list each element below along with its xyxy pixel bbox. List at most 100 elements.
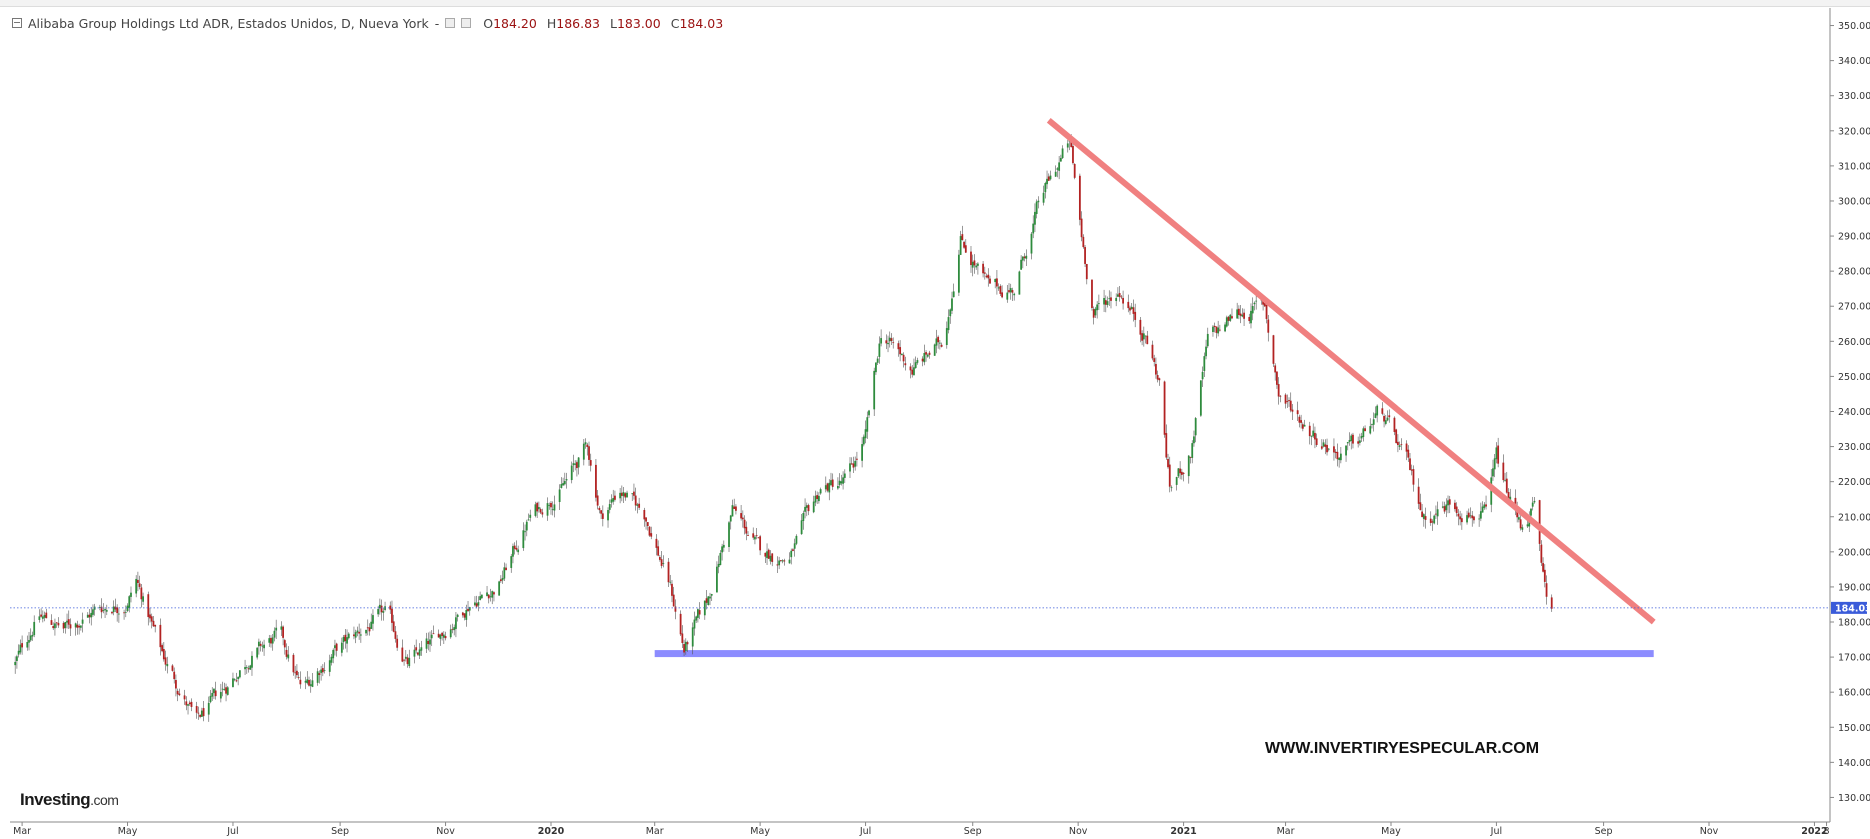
candle-body [451,628,454,630]
candle-body [1118,293,1121,297]
candle-body [273,630,276,638]
candle-body [1459,516,1462,520]
candle-body [804,506,806,512]
candle-body [800,520,803,535]
candle-body [861,444,863,461]
candle-body [1059,157,1062,162]
candle-body [370,621,373,629]
support-band-layer [654,650,1654,658]
candle-body [28,640,30,643]
candle-body [574,463,577,465]
candle-body [1315,438,1318,445]
candle-body [888,337,891,342]
candle-body [247,668,250,670]
candle-body [1483,504,1486,508]
candle-body [66,620,68,623]
candle-body [1421,511,1423,517]
candle-body [442,634,445,638]
candle-body [1435,513,1437,515]
candle-body [150,616,153,622]
candle-body [546,503,549,516]
candle-body [904,363,907,366]
candle-body [176,690,179,695]
candle-body [771,553,774,562]
candle-body [843,473,846,478]
candle-body [719,552,722,566]
candle-body [41,616,44,619]
candle-body [1345,445,1347,456]
y-tick-label: 320.00 [1838,126,1870,137]
settings-icon[interactable] [461,18,472,28]
candle-body [377,609,380,615]
candle-body [1030,233,1033,254]
candle-body [1279,395,1282,397]
candle-body [911,369,914,375]
candle-body [802,513,805,522]
candle-body [1243,312,1245,319]
candle-body [731,505,734,517]
candle-body [1495,447,1498,460]
candle-body [111,612,113,614]
candle-body [816,495,819,500]
candle-body [778,560,781,566]
candle-body [1021,256,1024,261]
candle-body [1117,294,1119,297]
collapse-icon[interactable] [12,18,22,28]
candle-body [296,670,298,676]
y-tick-label: 180.00 [1838,618,1870,629]
candle-body [987,274,990,279]
candle-body [38,616,41,620]
candle-body [468,607,471,611]
candle-body [1540,544,1543,563]
candle-body [1395,429,1398,444]
candle-body [1419,502,1422,511]
candle-body [1215,326,1218,333]
candle-body [311,680,314,687]
candle-body [1180,471,1183,475]
candle-body [16,656,18,662]
candle-body [340,642,343,653]
candle-body [1241,314,1244,317]
candle-body [1175,477,1178,485]
candle-body [1187,455,1190,477]
candle-body [1338,457,1341,461]
candle-body [1042,192,1045,203]
candle-body [378,604,381,609]
candle-body [1080,218,1083,238]
visibility-icon[interactable] [445,18,456,28]
candle-body [334,645,336,649]
candle-body [1020,259,1023,270]
candle-body [769,555,772,562]
candle-body [985,275,988,278]
candle-body [55,622,58,624]
candle-body [610,499,613,503]
candle-body [1454,502,1456,510]
candle-body [219,691,222,699]
candle-body [1502,462,1505,481]
candle-body [1320,446,1323,449]
candle-body [643,509,646,520]
candle-body [945,328,948,346]
candle-body [197,712,200,714]
candle-body [1035,201,1038,215]
candle-body [474,602,476,606]
candle-body [1092,309,1095,318]
candle-body [268,638,271,643]
x-tick-label: Nov [1069,826,1088,837]
y-tick-label: 330.00 [1838,91,1870,102]
candle-body [199,714,202,717]
candle-body [171,665,174,671]
candle-body [1018,271,1021,295]
candle-body [304,680,307,683]
candle-body [679,613,682,635]
candle-body [233,679,236,680]
candle-body [826,483,829,491]
candle-body [1542,563,1544,572]
candle-body [1460,518,1463,523]
y-tick-label: 310.00 [1838,161,1870,172]
candle-body [1431,521,1434,523]
candle-body [1182,472,1185,474]
candle-body [913,367,915,376]
candle-body [1286,401,1289,402]
